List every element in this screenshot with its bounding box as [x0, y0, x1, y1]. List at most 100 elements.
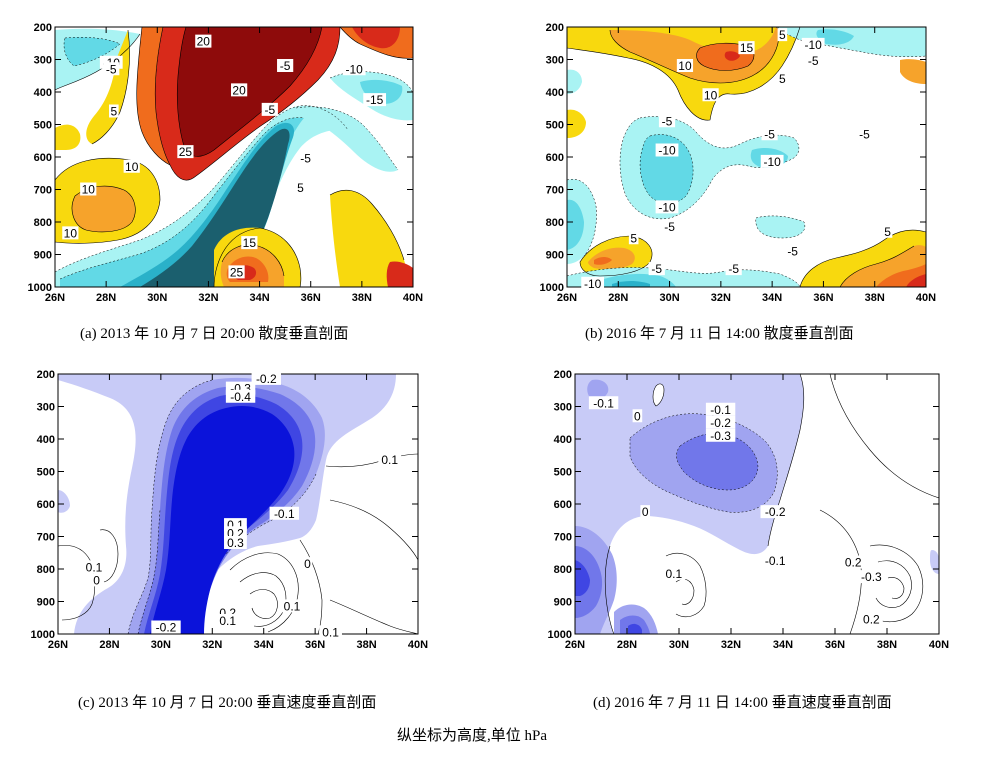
y-tick-label: 400	[34, 87, 52, 99]
contour-label: 5	[630, 231, 637, 245]
contour-label: -0.4	[230, 390, 251, 404]
contour-label: -10	[346, 62, 364, 76]
x-tick-label: 38N	[865, 292, 885, 304]
contour-label-bg	[648, 262, 665, 276]
contour-label-bg	[777, 28, 788, 42]
y-tick-label: 900	[546, 250, 564, 262]
contour-label: 10	[704, 88, 718, 102]
y-tick-label: 1000	[28, 282, 52, 294]
contour-label-bg	[588, 396, 619, 410]
contour-label: -10	[804, 38, 822, 52]
contour-label-bg	[231, 83, 248, 97]
x-tick-label: 32N	[721, 639, 741, 651]
contour-label-bg	[302, 557, 313, 571]
contour-label: -15	[366, 93, 384, 107]
contour-label-bg	[581, 276, 605, 290]
contour-label-bg	[82, 560, 106, 574]
contour-label: -5	[728, 262, 739, 276]
contour-label-bg	[705, 402, 736, 416]
contour-label: -5	[808, 54, 819, 68]
y-tick-label: 1000	[540, 282, 564, 294]
contour-label-bg	[80, 182, 97, 196]
x-tick-label: 26N	[565, 639, 585, 651]
contour-label-bg	[277, 59, 294, 72]
contour-label: 0.2	[863, 612, 880, 626]
y-tick-label: 700	[554, 532, 572, 544]
contour-label: 0.1	[219, 614, 236, 628]
y-tick-label: 800	[34, 217, 52, 229]
contour-label: -5	[859, 127, 870, 141]
panel-c-chart: 26N 28N 30N 32N 34N 36N 38N 40N 200 300 400 500 600 7…	[31, 369, 429, 651]
contour-label: -5	[651, 262, 662, 276]
contour-label-bg	[123, 159, 140, 173]
contour-label-bg	[295, 180, 306, 194]
panel-d-chart: 26N 28N 30N 32N 34N 36N 38N 40N 200 300 400 500 600 7…	[548, 369, 950, 651]
contour-label-bg	[261, 102, 278, 116]
contour-label-bg	[655, 200, 679, 214]
y-tick-label: 200	[546, 22, 564, 34]
contour-label-bg	[658, 114, 676, 128]
contour-label-bg	[224, 536, 247, 549]
contour-label: 0.1	[86, 560, 103, 574]
contour-label: -0.2	[710, 416, 731, 430]
x-tick-label: 34N	[773, 639, 793, 651]
y-tick-label: 300	[554, 402, 572, 414]
y-tick-label: 400	[37, 434, 55, 446]
x-tick-label: 40N	[403, 292, 423, 304]
x-tick-label: 30N	[151, 639, 171, 651]
contour-label: 15	[243, 236, 257, 250]
contour-label: -0.2	[256, 372, 277, 386]
contour-label: -5	[664, 220, 675, 234]
contour-label-bg	[225, 389, 256, 403]
x-tick-label: 32N	[202, 639, 222, 651]
contour-label: -5	[662, 114, 673, 128]
contour-label: 25	[179, 145, 193, 159]
contour-label-bg	[761, 127, 778, 141]
panel-a-chart: 26N 28N 30N 32N 34N 36N 38N 40N 200 300 400 500 600 7…	[28, 22, 424, 304]
contour-label: -10	[658, 144, 676, 158]
y-tick-label: 900	[34, 250, 52, 262]
contour-label-bg	[760, 154, 784, 168]
contour-label: -0.3	[861, 570, 882, 584]
contour-label-bg	[241, 236, 258, 250]
x-tick-label: 28N	[99, 639, 119, 651]
contour-label-bg	[378, 453, 402, 467]
y-tick-label: 800	[37, 564, 55, 576]
contour-label: 0.1	[284, 599, 301, 613]
figure-note: 纵坐标为高度,单位 hPa	[397, 728, 548, 744]
contour-label-bg	[661, 219, 678, 233]
y-tick-label: 500	[546, 120, 564, 132]
contour-label-bg	[251, 371, 281, 385]
x-tick-label: 28N	[617, 639, 637, 651]
y-tick-label: 900	[37, 597, 55, 609]
y-tick-label: 500	[554, 467, 572, 479]
contour-label: -0.1	[274, 507, 295, 521]
contour-label-bg	[342, 62, 366, 76]
contour-label: 10	[82, 183, 96, 197]
contour-label: 0.1	[381, 453, 398, 467]
contour-label-bg	[62, 226, 79, 240]
y-tick-label: 200	[554, 369, 572, 381]
contour-label-bg	[228, 265, 245, 279]
contour-label-bg	[297, 151, 314, 165]
contour-label: 0.1	[665, 567, 682, 581]
panel-b-caption: (b) 2016 年 7 月 11 日 14:00 散度垂直剖面	[585, 326, 854, 342]
contour-label: -0.1	[593, 396, 614, 410]
contour-label: 0.2	[845, 556, 862, 570]
contour-label-bg	[655, 143, 679, 157]
x-tick-label: 36N	[305, 639, 325, 651]
y-tick-label: 300	[546, 55, 564, 67]
contour-label: 20	[197, 35, 211, 49]
contour-label: -0.1	[765, 554, 786, 568]
x-tick-label: 34N	[249, 292, 269, 304]
contour-label: -0.1	[710, 403, 731, 417]
contour-label: -10	[763, 155, 781, 169]
contour-label-bg	[705, 428, 736, 442]
y-tick-label: 800	[546, 217, 564, 229]
contour-label: -10	[584, 277, 602, 291]
contour-label: -5	[300, 152, 311, 166]
contour-label-bg	[628, 231, 639, 245]
y-tick-label: 400	[546, 87, 564, 99]
contour-label: 10	[125, 160, 139, 174]
y-tick-label: 600	[34, 152, 52, 164]
